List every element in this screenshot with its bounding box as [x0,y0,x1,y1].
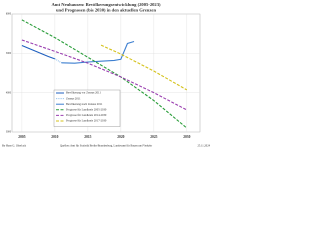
series-line [21,19,188,129]
legend-label: Prognose für Landkreis 2005-2030 [66,107,107,111]
series-line [21,44,56,60]
x-tick-label: 2010 [51,135,58,139]
legend-label: Zensus 2011 [66,96,81,100]
y-tick-label: 6000 [6,13,12,16]
legend-box [53,89,121,127]
legend-label: Bevölkerung vor Zensus 2011 [66,91,101,95]
y-tick-label: 4000 [6,91,12,94]
x-tick-label: 2025 [150,135,157,139]
legend-label: Prognose für Landkreis 2014-2030 [66,113,107,117]
chart: Amt Neuhausen: Bevölkerungsentwicklung (… [2,2,211,148]
footer-credit: By Hans G. Oberlack [2,145,27,148]
x-tick-label: 2020 [117,135,124,139]
footer-source: Quellen: Amt für Statistik Berlin-Brande… [60,145,152,148]
x-tick-label: 2015 [84,135,91,139]
legend-label: Bevölkerung nach Zensus 2011 [66,102,103,106]
x-tick-label: 2005 [18,135,25,139]
chart-title: Amt Neuhausen: Bevölkerungsentwicklung (… [51,2,161,7]
legend-label: Prognose für Landkreis 2017-2030 [66,119,107,123]
chart-subtitle: und Prognosen (bis 2030) in den aktuelle… [56,8,156,13]
x-tick-label: 2030 [183,135,190,139]
series-line [61,41,135,64]
y-tick-label: 5000 [6,52,12,55]
series-line [21,39,188,111]
y-tick-label: 3000 [6,131,12,134]
series-line [54,58,62,64]
series-line [100,44,188,91]
footer-date: 25.11.2024 [198,145,211,148]
